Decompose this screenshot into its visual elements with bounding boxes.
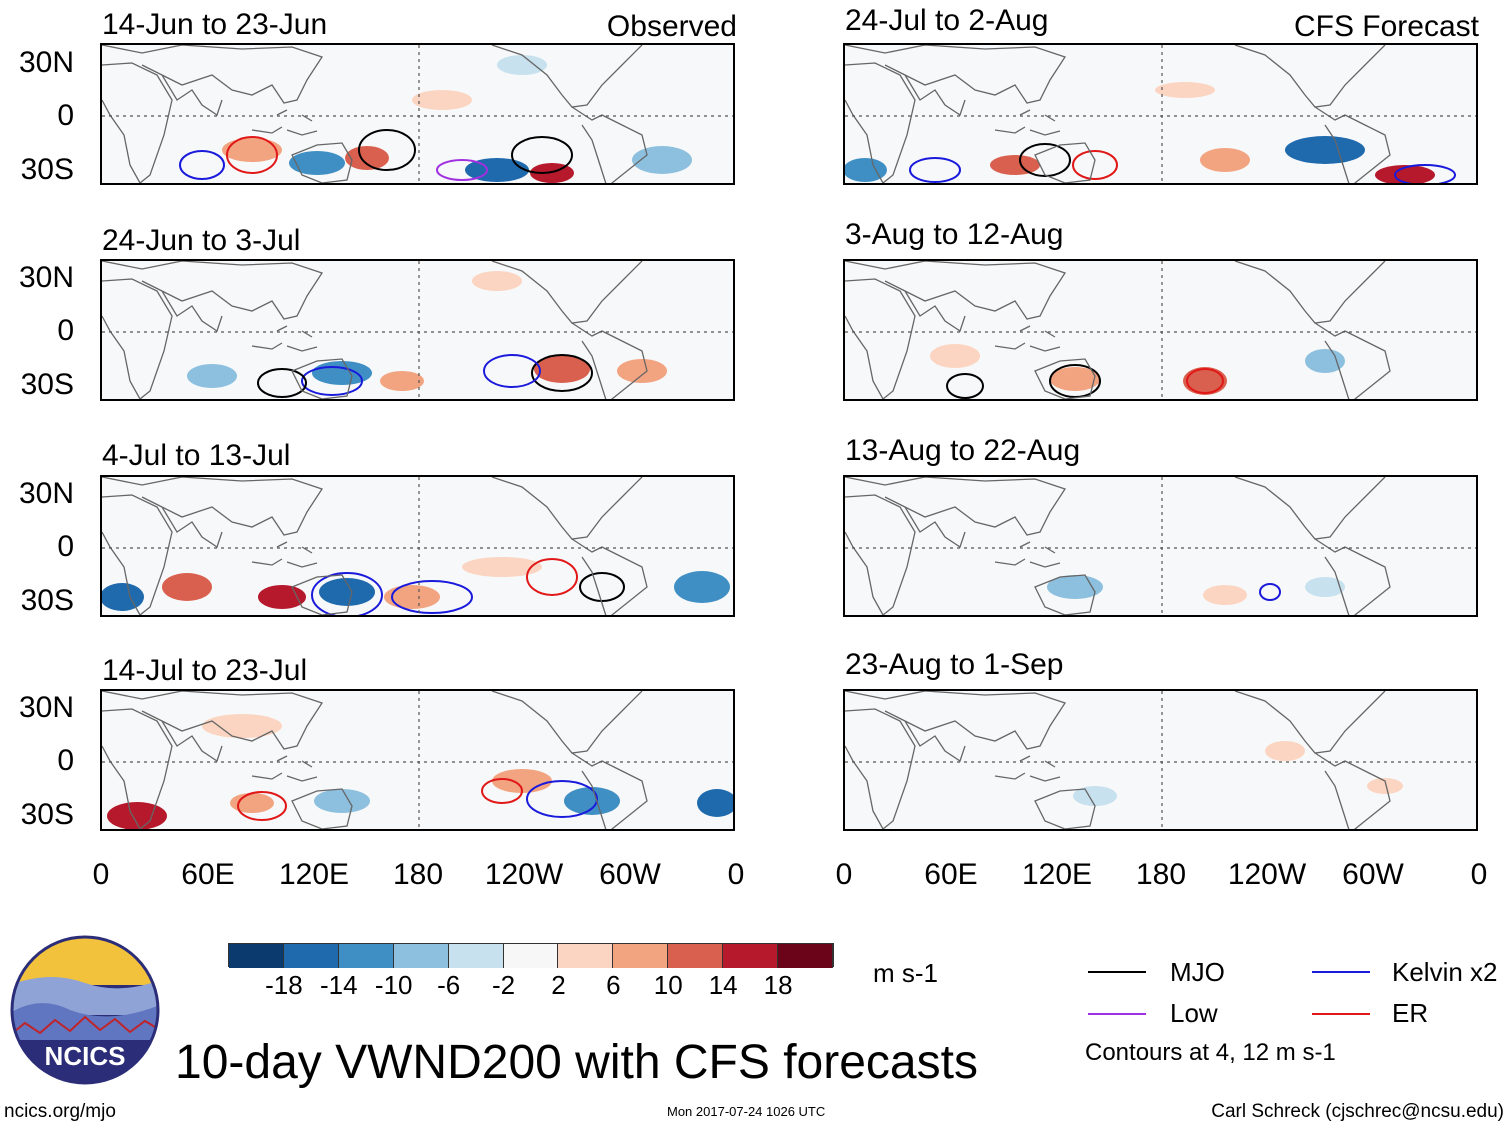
colorbar-swatch	[723, 944, 779, 968]
lon-label-left-60w: 60W	[599, 858, 661, 891]
colorbar-tick-label: 2	[551, 970, 566, 1000]
legend-label-mjo: MJO	[1170, 957, 1225, 987]
footer-timestamp: Mon 2017-07-24 1026 UTC	[667, 1104, 826, 1119]
lat-label-30n-left-3: 30N	[18, 477, 74, 510]
colorbar	[228, 943, 834, 968]
lon-label-right-0: 0	[835, 858, 853, 891]
legend-label-er: ER	[1392, 998, 1429, 1028]
map-panel-right-2	[843, 259, 1478, 401]
panel-title-left-1: 14-Jun to 23-Jun	[102, 8, 328, 41]
panel-title-left-2: 24-Jun to 3-Jul	[102, 224, 301, 257]
lat-label-30s-left-4: 30S	[20, 798, 74, 831]
lat-label-30n-left-2: 30N	[18, 261, 74, 294]
lat-label-30n-left-4: 30N	[18, 691, 74, 724]
colorbar-tick-label: -14	[320, 970, 358, 1000]
lon-label-left-120w: 120W	[484, 858, 564, 891]
colorbar-swatch	[558, 944, 614, 968]
footer-author: Carl Schreck (cjschrec@ncsu.edu)	[1211, 1101, 1504, 1122]
legend-line-kelvin	[1312, 971, 1370, 973]
colorbar-tick-label: -2	[491, 970, 516, 1000]
colorbar-swatch	[778, 944, 833, 968]
map-panel-right-4	[843, 689, 1478, 831]
lat-label-0-left-1: 0	[57, 99, 74, 132]
panel-title-right-3: 13-Aug to 22-Aug	[845, 434, 1081, 467]
colorbar-tick-label: -10	[374, 970, 413, 1000]
figure-title: 10-day VWND200 with CFS forecasts	[175, 1036, 978, 1089]
panel-title-right-1: 24-Jul to 2-Aug	[845, 4, 1049, 37]
legend-line-mjo	[1088, 971, 1146, 973]
lon-label-left-60e: 60E	[181, 858, 235, 891]
colorbar-swatch	[283, 944, 339, 968]
column-label-observed: Observed	[606, 10, 737, 43]
lon-label-left-120e: 120E	[278, 858, 350, 891]
lon-label-right-120e: 120E	[1021, 858, 1093, 891]
colorbar-tick-label: 14	[708, 970, 738, 1000]
lon-label-left-0-end: 0	[727, 858, 745, 891]
footer-website: ncics.org/mjo	[4, 1101, 116, 1122]
colorbar-swatch	[668, 944, 724, 968]
ncics-logo: NCICS	[10, 935, 160, 1085]
map-panel-left-1	[100, 43, 735, 185]
colorbar-units: m s-1	[873, 958, 938, 988]
lon-label-right-60e: 60E	[924, 858, 978, 891]
colorbar-tick-label: -6	[437, 970, 461, 1000]
legend-label-kelvin: Kelvin x2	[1392, 957, 1498, 987]
colorbar-swatch	[448, 944, 504, 968]
logo-text: NCICS	[45, 1041, 126, 1071]
lat-label-0-left-3: 0	[57, 530, 74, 563]
colorbar-tick-label: 10	[653, 970, 683, 1000]
lat-label-0-left-2: 0	[57, 314, 74, 347]
lon-label-right-60w: 60W	[1342, 858, 1404, 891]
panel-title-left-3: 4-Jul to 13-Jul	[102, 439, 291, 472]
lat-label-0-left-4: 0	[57, 744, 74, 777]
map-panel-left-4	[100, 689, 735, 831]
panel-title-left-4: 14-Jul to 23-Jul	[102, 654, 308, 687]
colorbar-swatch	[338, 944, 394, 968]
map-panel-right-3	[843, 475, 1478, 617]
colorbar-tick-label: 6	[606, 970, 621, 1000]
lon-label-right-180: 180	[1135, 858, 1187, 891]
colorbar-swatch	[613, 944, 669, 968]
legend-line-er	[1312, 1013, 1370, 1015]
lat-label-30s-left-1: 30S	[20, 153, 74, 186]
colorbar-swatch	[503, 944, 559, 968]
lat-label-30s-left-2: 30S	[20, 368, 74, 401]
map-panel-left-2	[100, 259, 735, 401]
lon-label-right-120w: 120W	[1227, 858, 1307, 891]
map-panel-left-3	[100, 475, 735, 617]
lat-label-30n-left-1: 30N	[18, 46, 74, 79]
lat-label-30s-left-3: 30S	[20, 584, 74, 617]
colorbar-tick-label: -18	[265, 970, 303, 1000]
lon-label-right-0-end: 0	[1470, 858, 1488, 891]
colorbar-tick-label: 18	[763, 970, 793, 1000]
column-label-cfs-forecast: CFS Forecast	[1293, 10, 1479, 43]
map-panel-right-1	[843, 43, 1478, 185]
legend-contour-note: Contours at 4, 12 m s-1	[1085, 1039, 1336, 1066]
panel-title-right-2: 3-Aug to 12-Aug	[845, 218, 1064, 251]
lon-label-left-180: 180	[392, 858, 444, 891]
panel-title-right-4: 23-Aug to 1-Sep	[845, 648, 1064, 681]
legend-line-low	[1088, 1013, 1146, 1015]
lon-label-left-0: 0	[92, 858, 110, 891]
legend-label-low: Low	[1170, 998, 1218, 1028]
colorbar-swatch	[393, 944, 449, 968]
colorbar-swatch	[229, 944, 284, 968]
